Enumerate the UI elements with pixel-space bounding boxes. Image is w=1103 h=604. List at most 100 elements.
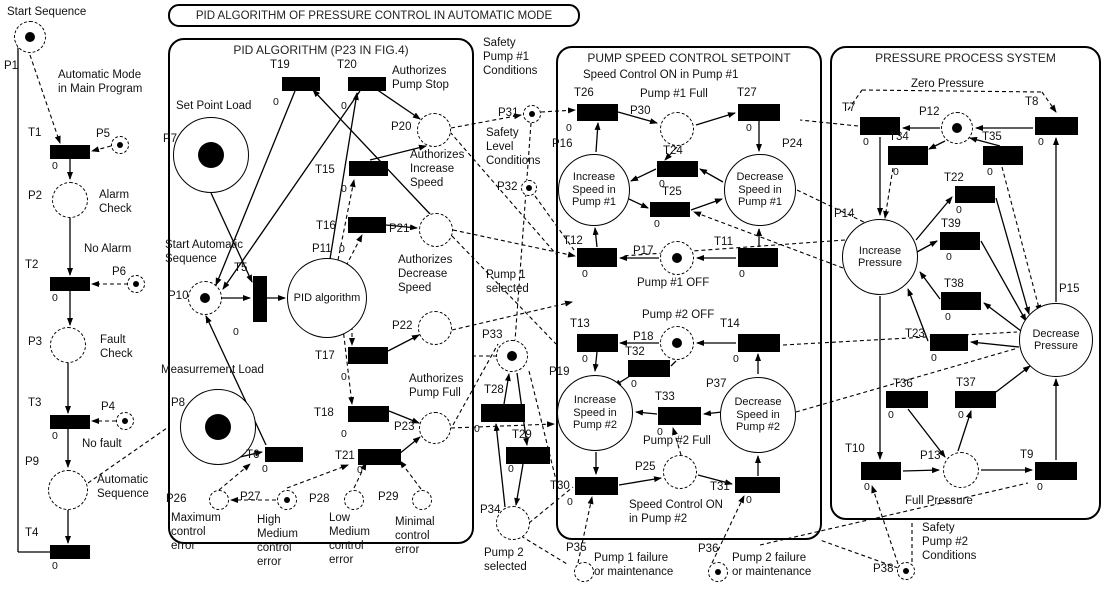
- transition-delay-T12: 0: [582, 268, 588, 280]
- edge-arc: [1041, 91, 1057, 113]
- place-P20: [417, 113, 451, 147]
- transition-id-label-T5: T5: [234, 262, 248, 274]
- edge-arc: [980, 240, 1027, 322]
- edge-arc: [883, 167, 894, 219]
- edge-arc: [312, 89, 431, 215]
- label-authorizes-decrease-speed: Authorizes Decrease Speed: [398, 254, 453, 294]
- transition-T11: [738, 248, 778, 267]
- place-id-label-P36: P36: [698, 543, 719, 555]
- transition-id-label-T39: T39: [941, 218, 961, 230]
- transition-delay-T20: 0: [341, 100, 347, 112]
- label-no-alarm: No Alarm: [84, 243, 132, 255]
- transition-T18: [348, 406, 389, 422]
- transition-T7: [860, 117, 900, 135]
- transition-T21: [358, 449, 401, 465]
- edge-arc: [218, 463, 251, 491]
- place-P4: [116, 412, 134, 430]
- place-id-label-P10: P10: [168, 290, 189, 302]
- place-P26: [209, 490, 229, 510]
- transition-delay-T2: 0: [52, 292, 58, 304]
- label-start-sequence: Start Sequence: [7, 6, 87, 18]
- transition-T32: [628, 360, 670, 377]
- edge-arc: [592, 227, 599, 248]
- place-P6: [127, 275, 145, 293]
- edge-arc: [697, 474, 733, 486]
- place-id-label-P3: P3: [28, 336, 43, 348]
- edge-arc: [928, 140, 946, 150]
- transition-id-label-T4: T4: [25, 527, 39, 539]
- label-zero-pressure: Zero Pressure: [911, 78, 984, 90]
- label-authorizes-pump-full: Authorizes Pump Full: [409, 373, 464, 399]
- transition-id-label-T21: T21: [335, 450, 355, 462]
- label-automatic-sequence: Automatic Sequence: [97, 474, 149, 500]
- label-authorizes-pump-stop: Authorizes Pump Stop: [392, 65, 449, 91]
- place-P11: PID algorithm: [287, 258, 367, 338]
- edge-arc: [617, 111, 658, 124]
- transition-id-label-T3: T3: [28, 397, 42, 409]
- transition-T8: [1035, 117, 1078, 135]
- place-P15: Decrease Pressure: [1019, 303, 1093, 377]
- transition-T24: [657, 161, 698, 177]
- edge-arc: [635, 409, 658, 416]
- transition-T19: [282, 77, 320, 91]
- edge-arc: [983, 302, 1022, 332]
- label-pump2-selected: Pump 2 selected: [484, 547, 527, 573]
- edge-arc: [664, 146, 678, 161]
- transition-id-label-T38: T38: [944, 278, 964, 290]
- place-P38: [897, 562, 915, 580]
- edge-arc: [759, 482, 1029, 546]
- transition-delay-T28: 0: [474, 423, 480, 435]
- place-text-P14: Increase Pressure: [857, 244, 903, 270]
- edge-arc: [215, 90, 296, 286]
- place-id-label-P25: P25: [635, 461, 656, 473]
- place-P28: [344, 490, 364, 510]
- place-id-label-P33: P33: [482, 329, 503, 341]
- place-id-label-P19: P19: [549, 366, 570, 378]
- edge-arc: [449, 131, 557, 255]
- transition-T2: [50, 277, 90, 291]
- place-id-label-P38: P38: [873, 563, 894, 575]
- transition-id-label-T17: T17: [315, 350, 335, 362]
- edge-arc: [353, 462, 367, 489]
- place-P5: [111, 136, 129, 154]
- place-P7: [173, 117, 249, 193]
- transition-id-label-T34: T34: [889, 131, 909, 143]
- edge-arc: [902, 467, 940, 474]
- edge-arc: [915, 196, 953, 241]
- place-P16: Increase Speed in Pump #1: [558, 154, 630, 226]
- transition-delay-T35: 0: [987, 166, 993, 178]
- transition-id-label-T36: T36: [893, 378, 913, 390]
- transition-id-label-T29: T29: [512, 429, 532, 441]
- transition-delay-T1: 0: [52, 160, 58, 172]
- place-text-P15: Decrease Pressure: [1032, 327, 1080, 353]
- transition-id-label-T19: T19: [270, 59, 290, 71]
- label-alarm-check: Alarm Check: [99, 189, 132, 215]
- edge-arc: [699, 168, 724, 183]
- place-id-label-P15: P15: [1059, 283, 1080, 295]
- transition-id-label-T13: T13: [570, 318, 590, 330]
- label-full-pressure: Full Pressure: [905, 495, 973, 507]
- transition-delay-T9: 0: [1037, 481, 1043, 493]
- transition-id-label-T8: T8: [1025, 96, 1039, 108]
- place-P35: [574, 562, 594, 582]
- edge-arc: [711, 495, 745, 564]
- edge-arc: [594, 122, 601, 153]
- edge-arc: [690, 198, 723, 211]
- place-text-P11: PID algorithm: [293, 291, 361, 304]
- token-P5: [117, 142, 123, 148]
- transition-delay-T30: 0: [567, 496, 573, 508]
- place-P27: [277, 490, 297, 510]
- transition-id-label-T31: T31: [710, 481, 730, 493]
- edge-arc: [871, 485, 899, 565]
- transition-T31: [735, 477, 780, 493]
- transition-T25: [650, 202, 690, 217]
- transition-delay-T27: 0: [746, 122, 752, 134]
- token-P36: [715, 569, 721, 575]
- place-text-P16: Increase Speed in Pump #1: [571, 171, 617, 209]
- transition-T34: [888, 146, 928, 165]
- transition-T12: [577, 248, 617, 267]
- transition-T4: [50, 545, 90, 559]
- place-P29: [412, 490, 432, 510]
- place-id-label-P26: P26: [166, 493, 187, 505]
